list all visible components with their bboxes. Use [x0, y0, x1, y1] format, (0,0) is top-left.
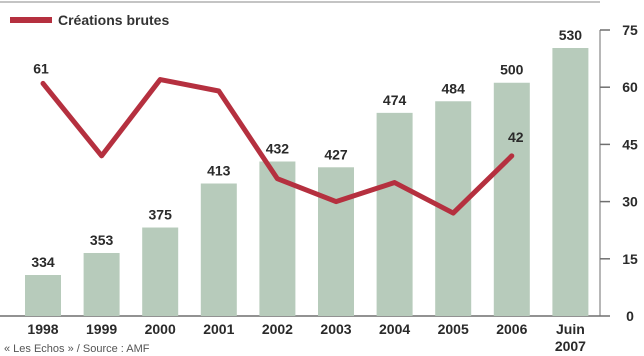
y-tick-label: 75 [622, 22, 638, 38]
x-tick-label: 1998 [27, 321, 58, 337]
y-tick-label: 0 [626, 308, 634, 324]
line-series [40, 77, 515, 216]
y-tick-label: 15 [622, 251, 638, 267]
x-tick-label: 2004 [379, 321, 410, 337]
x-tick-label: 2006 [496, 321, 527, 337]
bars [25, 48, 589, 316]
bar-1998 [25, 275, 61, 316]
x-tick-label: 2001 [203, 321, 234, 337]
x-tick-label: Juin 2007 [555, 321, 586, 354]
bar-2003 [318, 167, 354, 316]
legend: Créations brutes [10, 12, 169, 28]
y-right-ticks: 0 15 30 45 60 75 [600, 22, 638, 324]
source-note: « Les Echos » / Source : AMF [4, 343, 150, 355]
x-tick-label: 2000 [145, 321, 176, 337]
bar-value-label: 484 [442, 80, 466, 96]
x-tick-label: 2002 [262, 321, 293, 337]
bar-value-label: 334 [31, 254, 55, 270]
bar-2004 [376, 112, 413, 316]
y-tick-label: 30 [622, 194, 638, 210]
bar-labels: 334 353 375 413 432 427 474 484 500 530 [31, 27, 582, 270]
bar-2002 [259, 161, 296, 316]
bar-value-label: 413 [207, 163, 231, 179]
y-tick-label: 45 [622, 136, 638, 152]
bar-value-label: 375 [149, 207, 173, 223]
bar-value-label: 500 [500, 62, 524, 78]
x-ticks: 1998 1999 2000 2001 2002 2003 2004 2005 2006 Juin… [27, 321, 586, 354]
y-tick-label: 60 [622, 79, 638, 95]
bar-2001 [200, 183, 237, 316]
bar-value-label: 474 [383, 92, 407, 108]
bar-2000 [142, 227, 179, 316]
bar-value-label: 427 [324, 146, 348, 162]
x-tick-label: 2003 [320, 321, 351, 337]
bar-1999 [83, 252, 120, 316]
bar-value-label: 530 [559, 27, 583, 43]
x-tick-label: 2005 [438, 321, 469, 337]
legend-label: Créations brutes [58, 12, 169, 28]
bar-value-label: 353 [90, 232, 114, 248]
bar-2006 [493, 82, 530, 316]
bar-value-label: 432 [266, 141, 290, 157]
line-labels: 61 42 [33, 60, 524, 144]
line-value-label: 42 [508, 129, 524, 145]
line-value-label: 61 [33, 60, 49, 76]
x-tick-label: 1999 [86, 321, 117, 337]
line-creations-brutes [40, 77, 515, 216]
bar-juin-2007 [552, 48, 589, 316]
